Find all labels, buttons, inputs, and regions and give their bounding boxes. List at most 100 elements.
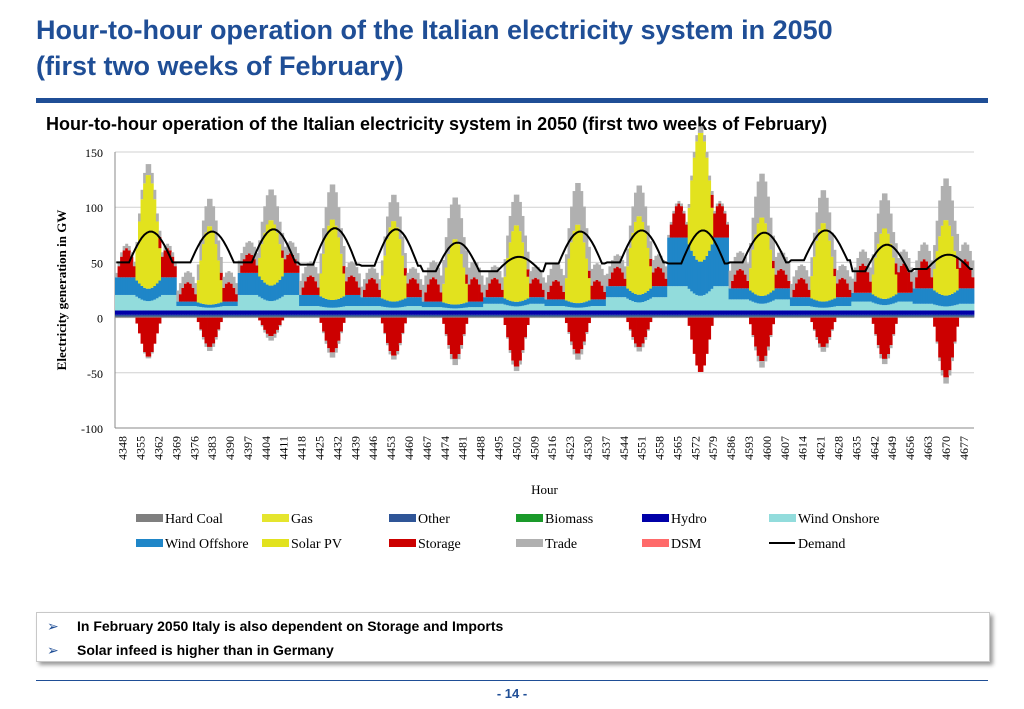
series-hydro-bar xyxy=(439,310,443,315)
series-wind-onshore-bar xyxy=(421,307,425,311)
series-wind-offshore-bar xyxy=(511,301,515,307)
series-wind-offshore-bar xyxy=(391,301,395,308)
series-solar-pv-bar xyxy=(641,221,645,294)
series-trade-bar xyxy=(539,271,543,284)
series-wind-offshore-bar xyxy=(894,294,898,303)
series-hard-coal-bar xyxy=(184,316,187,318)
series-hard-coal-bar xyxy=(715,316,719,318)
series-storage-charge-bar xyxy=(570,317,574,342)
series-other-bar xyxy=(879,314,883,317)
series-hard-coal-bar xyxy=(158,316,162,318)
series-other-bar xyxy=(375,314,379,317)
series-hydro-bar xyxy=(761,310,765,315)
series-storage-bar xyxy=(414,279,418,298)
x-tick-label: 4397 xyxy=(241,436,255,460)
series-other-bar xyxy=(265,314,269,317)
series-storage-bar xyxy=(419,289,423,298)
series-other-bar xyxy=(178,314,182,317)
series-other-bar xyxy=(897,314,901,317)
series-other-bar xyxy=(787,314,791,317)
series-other-bar xyxy=(419,314,423,317)
series-hard-coal-bar xyxy=(511,316,515,318)
series-trade-export-bar xyxy=(585,332,589,334)
series-hydro-bar xyxy=(437,310,441,315)
series-wind-offshore-bar xyxy=(490,297,494,304)
series-trade-export-bar xyxy=(401,332,405,335)
series-solar-pv-bar xyxy=(442,283,446,303)
series-trade-bar xyxy=(562,275,566,292)
series-trade-bar xyxy=(424,275,428,293)
series-trade-export-bar xyxy=(396,351,400,355)
series-hard-coal-bar xyxy=(930,316,934,318)
series-storage-bar xyxy=(782,270,786,289)
series-other-bar xyxy=(449,314,453,317)
series-hydro-bar xyxy=(388,310,392,315)
x-tick-label: 4432 xyxy=(330,436,344,460)
series-wind-offshore-bar xyxy=(439,301,443,308)
series-other-bar xyxy=(194,314,198,317)
series-wind-onshore-bar xyxy=(541,303,545,311)
series-trade-bar xyxy=(478,267,481,285)
series-storage-charge-bar xyxy=(759,317,763,362)
series-other-bar xyxy=(774,314,778,317)
series-other-bar xyxy=(861,314,865,317)
series-wind-onshore-bar xyxy=(455,308,458,311)
series-hydro-bar xyxy=(299,310,303,315)
series-solar-pv-bar xyxy=(690,180,694,251)
series-other-bar xyxy=(610,314,614,317)
series-storage-bar xyxy=(163,250,167,278)
series-trade-bar xyxy=(184,272,187,284)
series-trade-bar xyxy=(718,200,722,204)
series-hydro-bar xyxy=(472,310,476,315)
series-other-bar xyxy=(242,314,246,317)
series-hard-coal-bar xyxy=(933,316,937,318)
series-storage-bar xyxy=(304,281,308,295)
series-other-bar xyxy=(189,314,193,317)
series-solar-pv-bar xyxy=(628,247,632,291)
series-hydro-bar xyxy=(787,310,791,315)
series-wind-onshore-bar xyxy=(393,307,397,311)
series-wind-onshore-bar xyxy=(966,303,970,311)
series-hard-coal-bar xyxy=(224,316,228,318)
series-hard-coal-bar xyxy=(401,316,405,318)
series-wind-offshore-bar xyxy=(414,297,418,307)
series-wind-onshore-bar xyxy=(818,307,822,311)
series-hydro-bar xyxy=(846,310,850,315)
series-hydro-bar xyxy=(843,310,847,315)
series-storage-bar xyxy=(424,292,428,302)
series-wind-onshore-bar xyxy=(501,303,504,311)
series-wind-offshore-bar xyxy=(659,286,663,298)
series-trade-bar xyxy=(656,254,660,267)
series-wind-offshore-bar xyxy=(242,272,246,295)
series-other-bar xyxy=(902,314,906,317)
series-storage-bar xyxy=(621,272,625,287)
series-storage-bar xyxy=(314,281,318,295)
series-trade-bar xyxy=(263,206,267,233)
series-solar-pv-bar xyxy=(273,224,277,285)
series-trade-export-bar xyxy=(513,366,517,372)
series-solar-pv-bar xyxy=(268,220,272,286)
series-other-bar xyxy=(204,314,208,317)
series-storage-charge-bar xyxy=(749,317,752,325)
series-trade-bar xyxy=(411,267,415,278)
series-trade-bar xyxy=(355,267,359,282)
series-hard-coal-bar xyxy=(692,316,696,318)
series-trade-bar xyxy=(209,198,213,227)
series-hard-coal-bar xyxy=(319,316,323,318)
series-hard-coal-bar xyxy=(843,316,847,318)
series-storage-bar xyxy=(378,289,382,298)
series-storage-charge-bar xyxy=(772,317,775,325)
series-hard-coal-bar xyxy=(327,316,331,318)
series-trade-bar xyxy=(273,195,277,225)
series-trade-bar xyxy=(938,200,942,237)
series-hard-coal-bar xyxy=(600,316,604,318)
series-hard-coal-bar xyxy=(539,316,543,318)
series-other-bar xyxy=(623,314,627,317)
series-hydro-bar xyxy=(904,310,908,315)
series-wind-onshore-bar xyxy=(419,306,423,311)
series-storage-bar xyxy=(554,279,558,300)
series-wind-offshore-bar xyxy=(452,304,456,309)
x-tick-label: 4439 xyxy=(348,436,362,460)
series-wind-offshore-bar xyxy=(455,304,458,309)
series-other-bar xyxy=(518,314,522,317)
